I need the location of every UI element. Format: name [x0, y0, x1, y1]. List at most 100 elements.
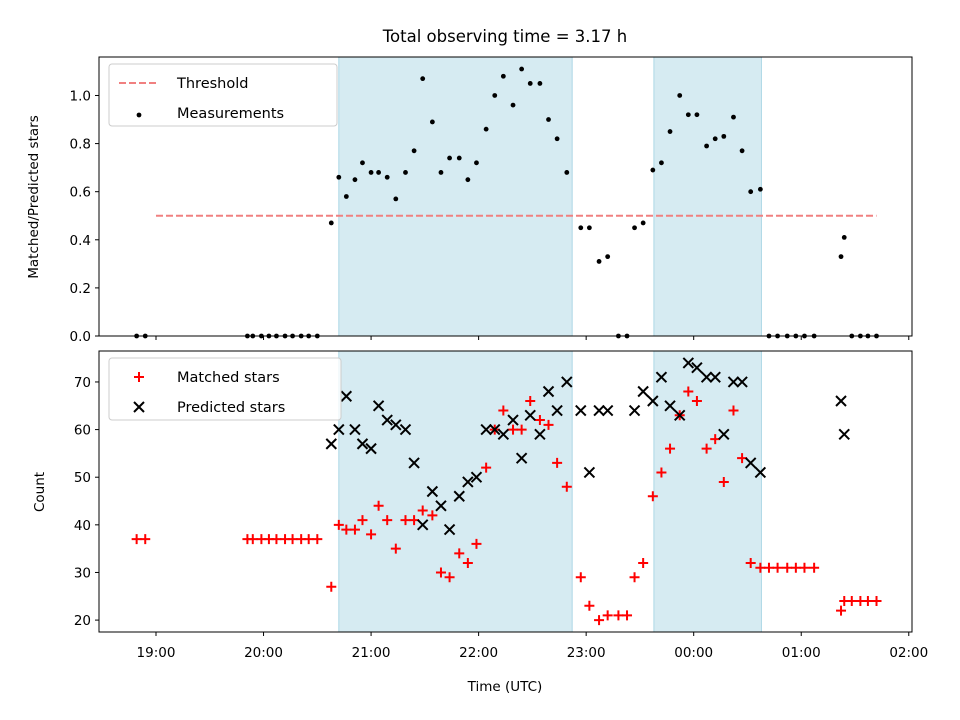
- measurements-point: [731, 114, 736, 120]
- bottom-y-tick-label: 60: [74, 423, 91, 439]
- predicted-stars-point: [744, 457, 757, 469]
- measurements-point: [739, 148, 745, 154]
- matched-stars-point: [846, 596, 857, 607]
- matched-stars-point: [728, 405, 739, 416]
- matched-stars-point: [498, 405, 509, 416]
- top-observing-interval: [653, 56, 762, 337]
- top-y-tick-label: 0.2: [70, 281, 91, 297]
- matched-stars-point: [303, 534, 314, 545]
- measurements-point: [384, 174, 390, 180]
- predicted-stars-point: [408, 457, 420, 469]
- predicted-stars-point: [325, 438, 337, 450]
- measurements-point: [376, 170, 382, 175]
- bottom-panel-counts: 20 30 40 50 60 70 19:00 20:00 21:00 22:00 23:00 00:…: [74, 350, 928, 661]
- legend-label: Matched stars: [177, 370, 280, 386]
- x-tick-label: 22:00: [459, 645, 498, 661]
- matched-stars-point: [341, 524, 352, 535]
- matched-stars-point: [772, 562, 783, 573]
- predicted-stars-point: [709, 371, 721, 383]
- matched-stars-point: [462, 557, 473, 568]
- matched-stars-point: [131, 534, 142, 545]
- measurements-point: [456, 155, 462, 161]
- bottom-y-axis-label: Count: [32, 472, 48, 512]
- measurements-point: [838, 254, 844, 260]
- bottom-y-tick-label: 50: [74, 470, 91, 486]
- bottom-y-tick-label: 30: [74, 565, 91, 581]
- predicted-stars-point: [453, 490, 465, 502]
- matched-stars-point: [602, 610, 613, 621]
- measurements-point: [578, 225, 584, 231]
- matched-stars-point: [622, 610, 633, 621]
- measurements-point: [483, 126, 489, 132]
- predicted-stars-point: [524, 409, 536, 422]
- matched-stars-point: [782, 562, 793, 573]
- predicted-stars-point: [727, 376, 740, 388]
- measurements-point: [632, 225, 637, 231]
- measurements-point: [343, 194, 349, 199]
- matched-stars-point: [312, 534, 323, 545]
- matched-stars-point: [809, 562, 820, 573]
- measurements-point: [403, 170, 408, 175]
- measurements-point: [429, 119, 435, 125]
- matched-stars-point: [745, 557, 756, 568]
- predicted-stars-point: [372, 400, 385, 412]
- predicted-stars-point: [462, 476, 474, 488]
- measurements-point: [685, 112, 691, 118]
- matched-stars-point: [871, 596, 882, 607]
- x-tick-label: 23:00: [567, 645, 606, 661]
- measurements-point: [500, 73, 506, 79]
- matched-stars-point: [357, 515, 368, 526]
- matched-stars-point: [543, 419, 554, 430]
- predicted-stars-point: [470, 471, 483, 483]
- legend-label: Measurements: [177, 106, 284, 122]
- measurements-point: [465, 177, 471, 183]
- matched-stars-point: [836, 605, 847, 616]
- matched-stars-point: [594, 615, 605, 626]
- measurements-point: [447, 155, 452, 161]
- predicted-stars-point: [381, 414, 393, 426]
- measurements-point: [352, 177, 358, 183]
- measurements-point: [510, 102, 516, 108]
- measurements-point: [677, 93, 683, 98]
- matched-stars-point: [349, 524, 360, 535]
- predicted-stars-point: [682, 357, 695, 369]
- measurements-point: [438, 170, 444, 175]
- measurements-point: [748, 189, 754, 195]
- matched-stars-point: [665, 443, 676, 454]
- predicted-stars-point: [435, 500, 447, 512]
- top-y-tick-label: 1.0: [70, 88, 91, 104]
- top-y-tick-label: 0.4: [70, 233, 91, 249]
- x-tick-label: 00:00: [674, 645, 713, 661]
- matched-stars-point: [862, 596, 873, 607]
- top-panel-ratio: 0.0 0.2 0.4 0.6 0.8 1.0 Threshold Measurements: [70, 56, 913, 345]
- top-y-axis-label: Matched/Predicted stars: [26, 115, 42, 278]
- matched-stars-point: [481, 462, 492, 473]
- top-axes-frame: [98, 56, 913, 337]
- predicted-stars-point: [349, 423, 361, 436]
- matched-stars-point: [373, 500, 384, 511]
- predicted-stars-point: [575, 404, 587, 417]
- top-y-tick-label: 0.6: [70, 185, 91, 201]
- matched-stars-point: [427, 510, 438, 521]
- legend-matched-swatch: [134, 372, 144, 382]
- predicted-stars-point: [399, 423, 412, 436]
- top-legend: [108, 63, 338, 127]
- measurements-point: [411, 148, 417, 154]
- matched-stars-point: [444, 572, 455, 583]
- predicted-stars-point: [365, 442, 377, 455]
- measurements-point: [519, 66, 525, 72]
- matched-stars-point: [647, 491, 658, 502]
- matched-stars-point: [763, 562, 774, 573]
- bottom-observing-interval: [653, 350, 762, 633]
- measurements-point: [554, 136, 560, 142]
- predicted-stars-point: [838, 428, 850, 441]
- matched-stars-point: [710, 434, 721, 445]
- measurements-point: [546, 117, 551, 122]
- predicted-stars-point: [601, 404, 614, 417]
- matched-stars-point: [737, 453, 748, 464]
- predicted-stars-point: [333, 423, 345, 436]
- matched-stars-point: [755, 562, 766, 573]
- x-tick-label: 20:00: [244, 645, 283, 661]
- top-y-tick-label: 0.8: [70, 137, 91, 153]
